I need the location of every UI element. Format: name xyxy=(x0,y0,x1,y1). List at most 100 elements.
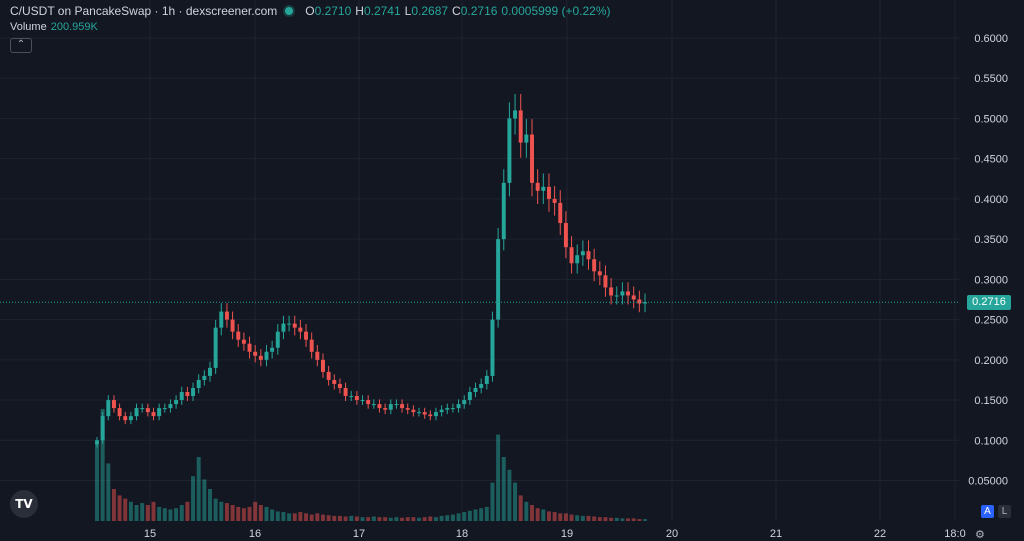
volume-bar xyxy=(366,517,371,521)
candle-body xyxy=(179,392,184,401)
volume-bar xyxy=(626,518,631,521)
candle-body xyxy=(174,400,179,405)
volume-bar xyxy=(106,463,111,521)
volume-bar xyxy=(191,476,196,521)
volume-bar xyxy=(230,505,235,521)
volume-legend: Volume 200.959K xyxy=(10,21,98,33)
candle-body xyxy=(507,118,512,183)
candle-body xyxy=(247,343,252,352)
x-tick-label: 22 xyxy=(874,528,886,540)
low-label: L xyxy=(404,4,412,18)
candle-body xyxy=(151,412,156,417)
x-tick-label: 17 xyxy=(353,528,365,540)
volume-bar xyxy=(507,469,512,521)
volume-bar xyxy=(168,509,173,521)
candle-body xyxy=(349,396,354,398)
chart-legend: C/USDT on PancakeSwap · 1h · dexscreener… xyxy=(10,4,611,18)
candle-body xyxy=(241,339,246,344)
candle-body xyxy=(145,408,150,413)
volume-bar xyxy=(450,514,455,521)
candle-body xyxy=(304,331,309,340)
volume-bar xyxy=(620,518,625,521)
volume-bar xyxy=(343,516,348,521)
volume-bar xyxy=(281,512,286,521)
y-tick-label: 0.05000 xyxy=(968,476,1008,488)
volume-bar xyxy=(580,515,585,521)
volume-bar xyxy=(456,513,461,521)
tradingview-logo[interactable]: TV xyxy=(10,490,38,518)
close-value: 0.2716 xyxy=(460,4,498,18)
volume-bar xyxy=(637,519,642,521)
candle-body xyxy=(292,323,297,328)
volume-bar xyxy=(473,509,478,521)
candle-body xyxy=(592,259,597,272)
candle-body xyxy=(95,440,99,445)
collapse-legend-button[interactable]: ⌃ xyxy=(10,38,32,53)
candle-body xyxy=(360,400,365,402)
volume-bar xyxy=(400,517,405,521)
candle-body xyxy=(417,412,421,414)
candle-body xyxy=(405,408,410,410)
candle-body xyxy=(422,412,427,415)
candle-body xyxy=(140,408,145,410)
candle-body xyxy=(117,408,122,417)
pair-title[interactable]: C/USDT on PancakeSwap · 1h · dexscreener… xyxy=(10,4,278,18)
volume-bar xyxy=(597,517,602,521)
volume-bar xyxy=(332,515,337,521)
candle-body xyxy=(230,319,235,332)
volume-bar xyxy=(309,514,314,521)
candle-body xyxy=(123,416,128,421)
candle-body xyxy=(456,404,461,409)
candle-body xyxy=(236,331,241,340)
candle-body xyxy=(530,134,534,183)
candle-body xyxy=(394,404,399,406)
volume-bar xyxy=(264,506,269,521)
volume-bar xyxy=(496,434,501,521)
volume-bar xyxy=(236,506,241,521)
volume-bar xyxy=(219,501,224,521)
candle-body xyxy=(191,387,196,397)
volume-bar xyxy=(631,518,636,521)
candle-body xyxy=(315,351,320,360)
candle-body xyxy=(552,198,557,203)
volume-bar xyxy=(417,517,421,521)
volume-bar xyxy=(117,495,122,521)
candle-body xyxy=(450,408,455,410)
candle-body xyxy=(575,255,580,264)
volume-bar xyxy=(377,517,382,521)
candle-body xyxy=(541,186,546,191)
candle-body xyxy=(586,251,591,260)
volume-bar xyxy=(123,498,128,521)
candle-body xyxy=(157,408,162,417)
candle-body xyxy=(162,408,167,410)
volume-bar xyxy=(592,516,597,521)
y-tick-label: 0.5500 xyxy=(974,73,1008,85)
candle-body xyxy=(208,367,212,376)
y-tick-label: 0.2000 xyxy=(974,355,1008,367)
log-scale-button[interactable]: L xyxy=(998,505,1011,518)
y-tick-label: 0.3000 xyxy=(974,274,1008,286)
candle-body xyxy=(326,371,331,380)
open-label: O xyxy=(305,4,315,18)
candle-body xyxy=(354,396,359,401)
volume-bar xyxy=(111,489,116,521)
volume-bar xyxy=(224,503,229,521)
volume-bar xyxy=(100,409,105,521)
candle-body xyxy=(366,400,371,405)
volume-bar xyxy=(304,513,309,521)
x-tick-label: 18:0 xyxy=(944,528,965,540)
auto-scale-button[interactable]: A xyxy=(981,505,994,518)
volume-bar xyxy=(433,517,438,521)
candle-body xyxy=(337,383,342,388)
volume-bar xyxy=(349,515,354,521)
candle-body xyxy=(111,400,116,409)
volume-bar xyxy=(535,508,540,521)
y-tick-label: 0.3500 xyxy=(974,234,1008,246)
x-tick-label: 20 xyxy=(666,528,678,540)
candle-body xyxy=(546,186,551,199)
x-tick-label: 19 xyxy=(561,528,573,540)
candle-body xyxy=(134,408,139,417)
x-tick-label: 16 xyxy=(249,528,261,540)
gear-icon[interactable]: ⚙ xyxy=(975,529,985,541)
